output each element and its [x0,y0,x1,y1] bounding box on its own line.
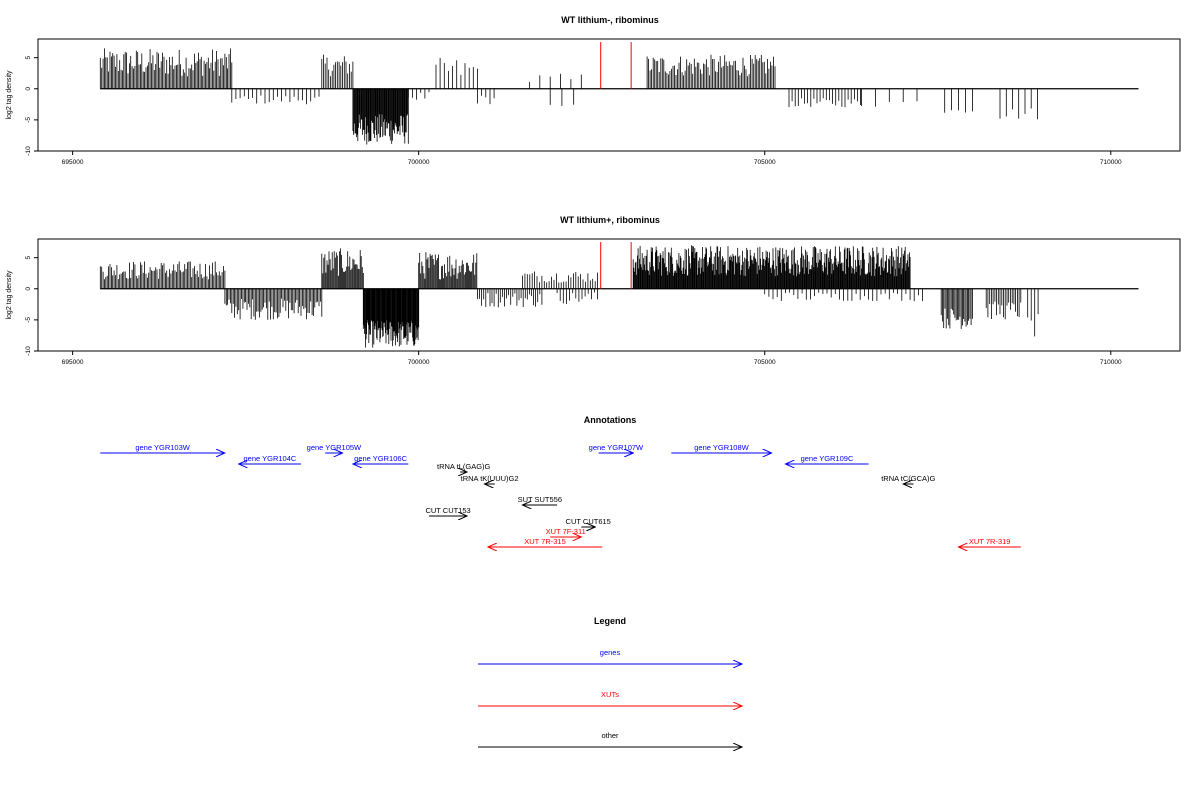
y-tick-label: 5 [25,255,32,259]
y-tick-label: 0 [25,287,32,291]
feature-label: CUT CUT153 [425,506,470,515]
density-panel-lithium-minus: WT lithium-, ribominus log2 tag density … [6,15,1181,166]
legend-label: genes [600,648,621,657]
x-tick-label: 705000 [754,159,776,166]
feature-label: gene YGR109C [801,454,854,463]
y-tick-label: 0 [25,87,32,91]
x-tick-label: 700000 [408,359,430,366]
feature-label: gene YGR107W [589,443,644,452]
y-axis-label: log2 tag density [6,270,13,320]
annotations-title: Annotations [584,415,637,425]
y-tick-label: -10 [25,346,32,356]
x-tick-label: 695000 [62,159,84,166]
feature-label: gene YGR105W [307,443,362,452]
x-tick-label: 710000 [1100,359,1122,366]
feature-label: tRNA tK(UUU)G2 [461,474,519,483]
feature-label: SUT SUT556 [518,495,562,504]
x-tick-label: 705000 [754,359,776,366]
feature-label: CUT CUT615 [566,517,611,526]
x-tick-label: 710000 [1100,159,1122,166]
feature-label: gene YGR104C [243,454,296,463]
feature-label: gene YGR103W [135,443,190,452]
feature-label: gene YGR106C [354,454,407,463]
x-tick-label: 695000 [62,359,84,366]
plot-frame [37,38,1181,152]
feature-label: gene YGR108W [694,443,749,452]
plot-frame [37,238,1181,352]
feature-label: XUT 7R-315 [524,537,566,546]
y-axis-label: log2 tag density [6,70,13,120]
x-tick-label: 700000 [408,159,430,166]
feature-label: XUT 7R-319 [969,537,1011,546]
feature-label: tRNA tL(GAG)G [437,462,491,471]
panel-title: WT lithium-, ribominus [561,15,659,25]
y-tick-label: -10 [25,146,32,156]
legend-label: other [601,731,619,740]
y-tick-label: 5 [25,55,32,59]
feature-label: tRNA tC(GCA)G [881,474,935,483]
feature-label: XUT 7F-311 [546,527,586,536]
legend: Legend genes XUTs other [478,616,742,747]
y-tick-label: -5 [25,317,32,323]
y-tick-label: -5 [25,117,32,123]
panel-title: WT lithium+, ribominus [560,215,660,225]
legend-title: Legend [594,616,626,626]
annotations-track: Annotations gene YGR103W gene YGR104C gene… [100,415,1021,547]
density-panel-lithium-plus: WT lithium+, ribominus log2 tag density … [6,215,1181,366]
legend-label: XUTs [601,690,619,699]
